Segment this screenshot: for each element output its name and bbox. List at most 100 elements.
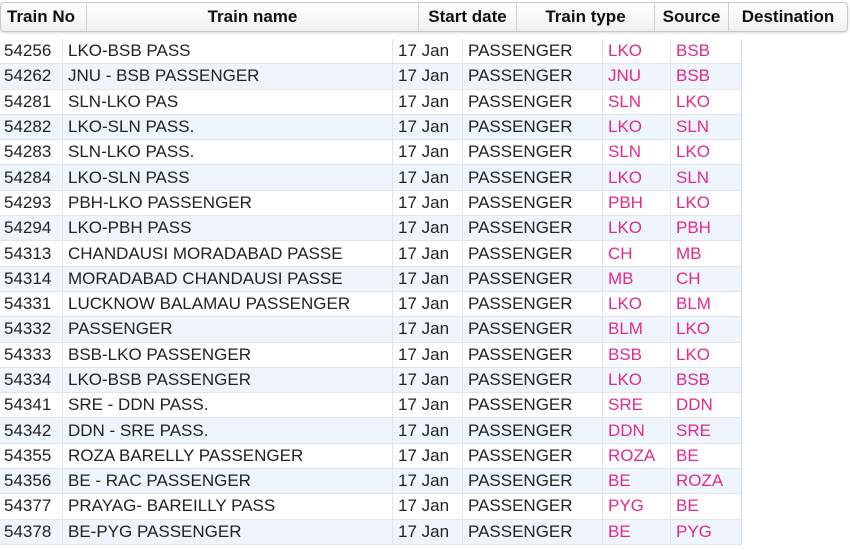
table-row[interactable]: 54377 PRAYAG- BAREILLY PASS 17 Jan PASSENGE… [0, 494, 741, 520]
column-header-train-no[interactable]: Train No [1, 3, 87, 31]
train-no-cell: 54282 [0, 114, 63, 140]
train-type-cell: PASSENGER [463, 114, 603, 140]
train-type-cell: PASSENGER [463, 165, 603, 190]
train-name-cell: PBH-LKO PASSENGER [63, 190, 393, 216]
train-type-cell: PASSENGER [463, 469, 603, 494]
source-cell: DDN [603, 418, 671, 443]
train-name-cell: BE - RAC PASSENGER [63, 469, 393, 494]
train-name-cell: ROZA BARELLY PASSENGER [63, 443, 393, 469]
train-name-cell: SRE - DDN PASS. [63, 393, 393, 418]
train-name-cell: LUCKNOW BALAMAU PASSENGER [63, 291, 393, 317]
train-name-cell: MORADABAD CHANDAUSI PASSE [63, 266, 393, 291]
destination-cell: BSB [676, 41, 711, 61]
train-type-cell: PASSENGER [463, 443, 603, 469]
table-row[interactable]: 54281 SLN-LKO PAS 17 Jan PASSENGER SLN LKO [0, 89, 741, 115]
table-row[interactable]: 54355 ROZA BARELLY PASSENGER 17 Jan PASSENG… [0, 443, 741, 470]
destination-cell: ROZA [676, 471, 724, 491]
destination-cell: LKO [676, 344, 711, 364]
train-name-cell: CHANDAUSI MORADABAD PASSE [63, 241, 393, 266]
start-date-cell: 17 Jan [393, 342, 463, 367]
train-name-cell: PRAYAG- BAREILLY PASS [63, 494, 393, 519]
destination-cell: BSB [676, 370, 711, 389]
train-name-cell: LKO-BSB PASSENGER [63, 367, 393, 393]
train-no-cell: 54355 [0, 443, 63, 469]
start-date-cell: 17 Jan [393, 494, 463, 519]
destination-cell: BLM [676, 294, 711, 314]
table-row[interactable]: 54378 BE-PYG PASSENGER 17 Jan PASSENGER BE PY… [0, 519, 741, 545]
source-cell: LKO [603, 367, 671, 393]
source-cell: SRE [603, 393, 671, 418]
train-type-cell: PASSENGER [463, 241, 603, 266]
source-cell: JNU [603, 64, 671, 89]
table-row[interactable]: 54283 SLN-LKO PASS. 17 Jan PASSENGER SLN LKO [0, 140, 741, 166]
train-no-cell: 54262 [0, 64, 63, 89]
column-header-train-type[interactable]: Train type [517, 3, 655, 31]
start-date-cell: 17 Jan [393, 64, 463, 89]
source-cell: SLN [603, 140, 671, 165]
train-name-cell: SLN-LKO PAS [63, 89, 393, 114]
source-cell: PYG [603, 494, 671, 519]
table-row[interactable]: 54314 MORADABAD CHANDAUSI PASSE 17 Jan PASS… [0, 266, 741, 292]
destination-cell: LKO [676, 192, 711, 212]
table-row[interactable]: 54342 DDN - SRE PASS. 17 Jan PASSENGER DDN SR… [0, 418, 741, 444]
train-name-cell: DDN - SRE PASS. [63, 418, 393, 443]
train-no-cell: 54332 [0, 317, 63, 342]
start-date-cell: 17 Jan [393, 39, 463, 64]
train-no-cell: 54284 [0, 165, 63, 190]
train-type-cell: PASSENGER [463, 39, 603, 64]
train-name-cell: LKO-BSB PASS [63, 39, 393, 64]
column-header-start-date[interactable]: Start date [419, 3, 517, 31]
table-row[interactable]: 54294 LKO-PBH PASS 17 Jan PASSENGER LKO PBH [0, 216, 741, 242]
destination-cell: PBH [676, 218, 711, 238]
train-type-cell: PASSENGER [463, 64, 603, 89]
source-cell: LKO [603, 216, 671, 241]
start-date-cell: 17 Jan [393, 114, 463, 140]
source-cell: MB [603, 266, 671, 291]
table-row[interactable]: 54341 SRE - DDN PASS. 17 Jan PASSENGER SRE DD… [0, 393, 741, 419]
table-header: Train No Train name Start date Train typ… [0, 2, 848, 32]
table-row[interactable]: 54262 JNU - BSB PASSENGER 17 Jan PASSENGER J… [0, 64, 741, 90]
train-type-cell: PASSENGER [463, 418, 603, 443]
start-date-cell: 17 Jan [393, 367, 463, 393]
train-type-cell: PASSENGER [463, 494, 603, 519]
destination-cell: BE [676, 496, 699, 516]
table-row[interactable]: 54334 LKO-BSB PASSENGER 17 Jan PASSENGER LKO… [0, 367, 741, 394]
train-no-cell: 54281 [0, 89, 63, 114]
table-row[interactable]: 54293 PBH-LKO PASSENGER 17 Jan PASSENGER PBH… [0, 190, 741, 217]
column-header-train-name[interactable]: Train name [87, 3, 419, 31]
table-row[interactable]: 54356 BE - RAC PASSENGER 17 Jan PASSENGER BE… [0, 469, 741, 495]
start-date-cell: 17 Jan [393, 418, 463, 443]
train-type-cell: PASSENGER [463, 190, 603, 216]
source-cell: PBH [603, 190, 671, 216]
destination-cell: DDN [676, 395, 713, 415]
train-no-cell: 54342 [0, 418, 63, 443]
table-row[interactable]: 54331 LUCKNOW BALAMAU PASSENGER 17 Jan PASS… [0, 291, 741, 318]
column-header-source[interactable]: Source [655, 3, 729, 31]
table-row[interactable]: 54284 LKO-SLN PASS 17 Jan PASSENGER LKO SLN [0, 165, 741, 191]
train-no-cell: 54283 [0, 140, 63, 165]
start-date-cell: 17 Jan [393, 317, 463, 342]
table-row[interactable]: 54332 PASSENGER 17 Jan PASSENGER BLM LKO [0, 317, 741, 343]
start-date-cell: 17 Jan [393, 165, 463, 190]
train-no-cell: 54294 [0, 216, 63, 241]
table-row[interactable]: 54282 LKO-SLN PASS. 17 Jan PASSENGER LKO SLN [0, 114, 741, 141]
source-cell: BLM [603, 317, 671, 342]
train-name-cell: LKO-SLN PASS. [63, 114, 393, 140]
start-date-cell: 17 Jan [393, 190, 463, 216]
train-no-cell: 54377 [0, 494, 63, 519]
start-date-cell: 17 Jan [393, 393, 463, 418]
train-type-cell: PASSENGER [463, 342, 603, 367]
column-header-destination[interactable]: Destination [741, 7, 835, 26]
start-date-cell: 17 Jan [393, 140, 463, 165]
start-date-cell: 17 Jan [393, 241, 463, 266]
table-row[interactable]: 54256 LKO-BSB PASS 17 Jan PASSENGER LKO BSB [0, 39, 741, 65]
table-row[interactable]: 54313 CHANDAUSI MORADABAD PASSE 17 Jan PASS… [0, 241, 741, 267]
train-no-cell: 54314 [0, 266, 63, 291]
train-type-cell: PASSENGER [463, 393, 603, 418]
destination-cell: BSB [676, 66, 711, 86]
table-row[interactable]: 54333 BSB-LKO PASSENGER 17 Jan PASSENGER BSB… [0, 342, 741, 368]
source-cell: BSB [603, 342, 671, 367]
train-no-cell: 54341 [0, 393, 63, 418]
destination-cell: PYG [676, 521, 712, 541]
